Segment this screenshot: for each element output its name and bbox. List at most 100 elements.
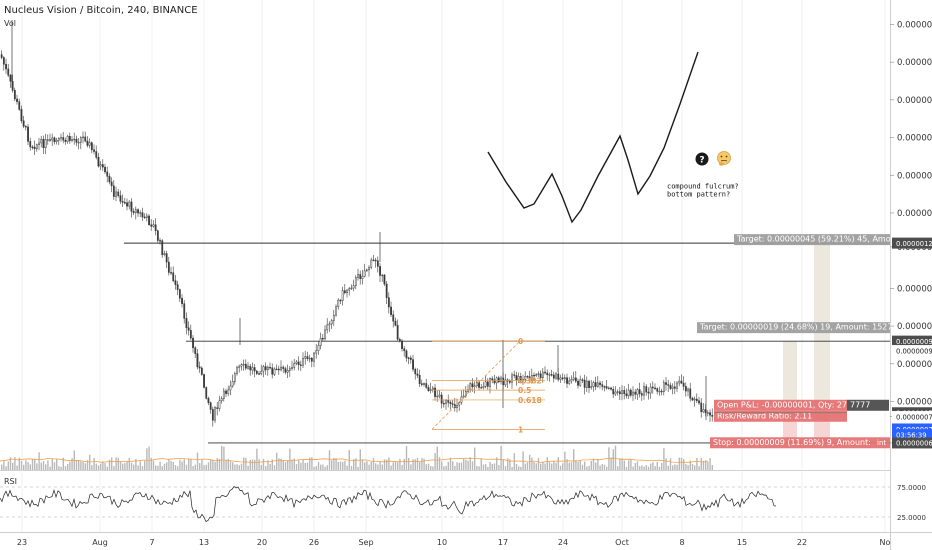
stop-box-bg[interactable] xyxy=(710,437,874,449)
fib-trend-line xyxy=(431,340,521,430)
candle-body-172 xyxy=(379,266,381,276)
candle-body-46 xyxy=(101,164,104,168)
candle-body-129 xyxy=(284,368,287,373)
rsi-pane[interactable] xyxy=(0,470,890,532)
volume-bar-94 xyxy=(207,462,210,470)
volume-bar-302 xyxy=(665,458,667,470)
volume-bar-274 xyxy=(603,464,606,470)
candle-body-66 xyxy=(145,215,148,219)
risk-reward-box-bg[interactable] xyxy=(714,410,847,422)
volume-bar-62 xyxy=(137,465,139,470)
candle-body-220 xyxy=(484,381,487,387)
candle-body-216 xyxy=(475,381,478,386)
volume-bar-132 xyxy=(291,459,293,470)
target2-box-bg[interactable] xyxy=(734,234,890,246)
candle-body-10 xyxy=(22,120,25,127)
candle-body-50 xyxy=(110,181,113,187)
volume-bar-137 xyxy=(302,459,304,470)
y-tick-label-8: 0.00000100 xyxy=(897,322,932,332)
y-tick-label-5: 0.00000130 xyxy=(897,209,932,219)
volume-bar-205 xyxy=(452,461,454,470)
candle-body-164 xyxy=(361,275,364,279)
volume-bar-157 xyxy=(346,465,348,470)
annotation-note[interactable]: ? compound fulcrum? bottom pattern? xyxy=(667,151,739,199)
volume-bar-234 xyxy=(515,463,518,470)
volume-bar-229 xyxy=(504,466,507,470)
candle-body-155 xyxy=(341,290,344,301)
volume-bar-112 xyxy=(247,465,249,470)
candle-body-126 xyxy=(277,368,280,371)
candle-body-319 xyxy=(702,409,705,413)
volume-bar-273 xyxy=(601,463,603,470)
rsi-label: RSI xyxy=(4,477,17,486)
candle-body-234 xyxy=(515,375,518,381)
price-axis[interactable]: 0.00000180 0.00000170 0.00000160 0.00000150… xyxy=(890,20,932,522)
trade-position-boxes[interactable]: Target: 0.00000045 (59.21%) 45, Amount: … xyxy=(697,234,907,449)
candle-body-160 xyxy=(352,285,355,289)
volume-bar-282 xyxy=(621,458,623,470)
candle-body-19 xyxy=(42,138,45,149)
volume-bar-127 xyxy=(280,458,282,470)
candle-body-223 xyxy=(491,378,494,380)
volume-bar-141 xyxy=(311,457,313,470)
volume-bar-101 xyxy=(223,446,225,470)
candle-body-248 xyxy=(546,372,549,375)
candle-body-145 xyxy=(319,337,322,346)
candle-body-138 xyxy=(304,356,307,359)
target1-box-bg[interactable] xyxy=(697,322,890,334)
candle-body-181 xyxy=(398,339,401,342)
volume-bar-120 xyxy=(265,466,267,470)
candle-body-21 xyxy=(46,139,49,141)
candle-body-110 xyxy=(242,363,245,366)
volume-bar-307 xyxy=(676,464,678,470)
volume-bar-107 xyxy=(236,464,238,470)
candle-body-149 xyxy=(328,323,331,326)
candle-body-242 xyxy=(533,374,535,377)
x-tick-label-9: 24 xyxy=(558,538,568,547)
volume-bar-131 xyxy=(289,448,291,470)
hand-drawn-bottom-pattern[interactable] xyxy=(487,51,699,224)
volume-bar-264 xyxy=(581,464,584,470)
volume-bar-19 xyxy=(42,461,45,470)
time-axis[interactable]: 23 Aug 7 13 20 26 Sep 10 17 24 Oct 8 15 22 No xyxy=(17,538,891,547)
candle-body-256 xyxy=(563,377,566,380)
volume-bar-110 xyxy=(243,457,245,470)
candle-body-253 xyxy=(557,373,560,380)
volume-bar-180 xyxy=(397,462,399,470)
candle-body-157 xyxy=(346,289,348,294)
candle-body-81 xyxy=(178,289,181,299)
volume-bar-236 xyxy=(520,466,522,470)
y-tick-label-0: 0.00000180 xyxy=(897,20,932,30)
rsi-tick-label-1: 25.0000 xyxy=(897,514,926,522)
volume-bar-241 xyxy=(531,457,533,470)
partial-qty-box-bg[interactable] xyxy=(847,399,889,411)
volume-bar-224 xyxy=(493,463,496,470)
volume-bar-84 xyxy=(185,464,188,470)
candle-body-243 xyxy=(535,374,538,376)
volume-bar-111 xyxy=(245,457,247,470)
volume-bar-71 xyxy=(157,465,159,470)
stop-suffix-box-bg[interactable] xyxy=(874,437,890,449)
volume-bar-43 xyxy=(95,463,97,470)
candle-body-93 xyxy=(205,387,208,399)
volume-bar-206 xyxy=(454,465,456,470)
y-badge-text-7: 0.00000069 xyxy=(896,440,932,448)
candle-body-77 xyxy=(170,272,172,274)
candle-body-99 xyxy=(218,400,221,409)
x-tick-label-0: 23 xyxy=(17,538,27,547)
volume-bar-255 xyxy=(562,463,564,470)
volume-bar-202 xyxy=(445,465,447,470)
volume-bar-20 xyxy=(45,464,47,470)
volume-bar-201 xyxy=(443,466,445,470)
candle-body-24 xyxy=(53,137,56,143)
candle-body-22 xyxy=(49,139,51,141)
volume-bar-57 xyxy=(126,460,128,470)
volume-bar-237 xyxy=(522,451,524,470)
candle-body-166 xyxy=(365,269,368,272)
volume-bar-8 xyxy=(18,457,20,470)
volume-bar-301 xyxy=(663,448,665,470)
open-pnl-box-bg[interactable] xyxy=(714,399,847,411)
candle-body-123 xyxy=(271,367,274,375)
